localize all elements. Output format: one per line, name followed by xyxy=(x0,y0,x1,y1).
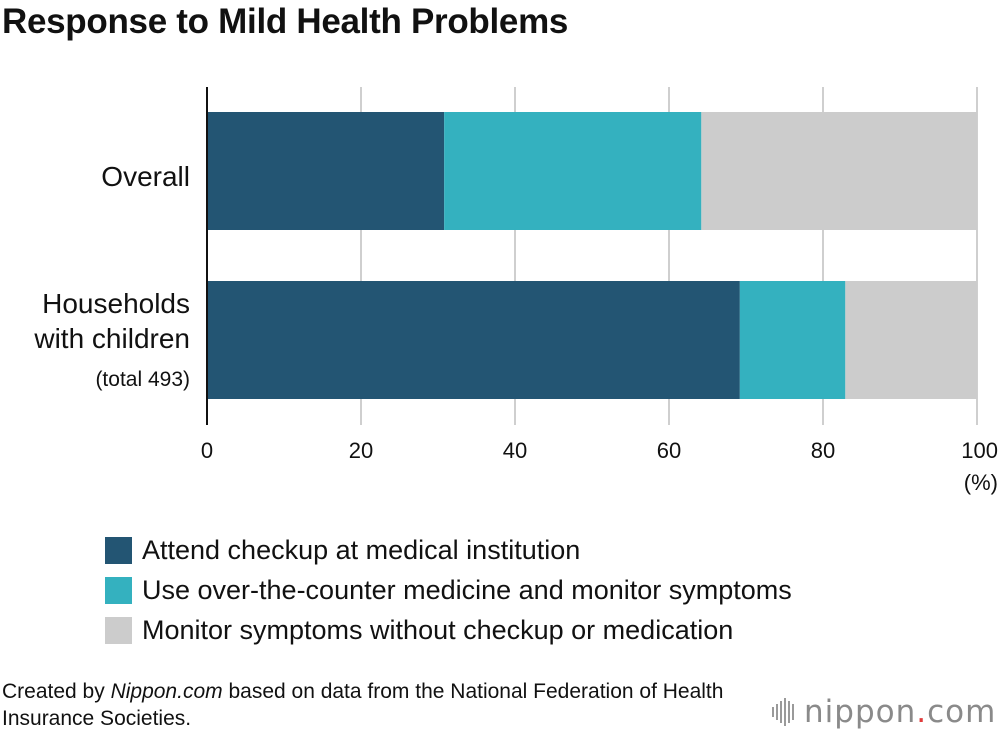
bar-0-series-2 xyxy=(701,112,977,230)
tick-label-60: 60 xyxy=(657,438,681,463)
nippon-logo: nippon.com xyxy=(772,694,996,730)
source-note: Created by Nippon.com based on data from… xyxy=(2,678,782,732)
bar-0-series-0 xyxy=(207,112,445,230)
bar-1-series-1 xyxy=(739,281,846,399)
logo-wordmark: nippon.com xyxy=(804,694,997,730)
legend-swatch-otc xyxy=(105,576,132,604)
legend-swatch-monitor xyxy=(105,616,132,644)
x-axis-unit: (%) xyxy=(964,470,998,495)
stacked-bar-chart: Overall Households with children (total 493… xyxy=(33,87,998,495)
bar-1-series-2 xyxy=(845,281,977,399)
tick-label-80: 80 xyxy=(811,438,835,463)
legend-label-monitor: Monitor symptoms without checkup or medi… xyxy=(142,614,734,645)
legend-item-monitor: Monitor symptoms without checkup or medi… xyxy=(105,610,792,650)
legend-swatch-checkup xyxy=(105,536,132,564)
category-label-households-line1: Households xyxy=(42,288,190,319)
legend-item-otc: Use over-the-counter medicine and monito… xyxy=(105,570,792,610)
category-labels: Overall Households with children (total 493… xyxy=(33,161,190,391)
tick-label-100: 100 xyxy=(961,438,998,463)
tick-label-0: 0 xyxy=(201,438,213,463)
bar-segments xyxy=(207,112,977,399)
category-label-households-line2: with children xyxy=(33,323,190,354)
legend-item-checkup: Attend checkup at medical institution xyxy=(105,530,792,570)
tick-label-40: 40 xyxy=(503,438,527,463)
tick-label-20: 20 xyxy=(349,438,373,463)
bar-0-series-1 xyxy=(444,112,702,230)
source-site: Nippon.com xyxy=(110,680,223,703)
legend-label-checkup: Attend checkup at medical institution xyxy=(142,534,581,565)
bar-1-series-0 xyxy=(207,281,740,399)
category-label-overall: Overall xyxy=(101,161,190,192)
source-prefix: Created by xyxy=(2,680,111,703)
chart-title: Response to Mild Health Problems xyxy=(2,2,569,41)
x-tick-labels: 0 20 40 60 80 100 xyxy=(201,438,998,463)
legend-label-otc: Use over-the-counter medicine and monito… xyxy=(142,574,792,605)
legend: Attend checkup at medical institution Us… xyxy=(105,530,792,650)
source-suffix: based on data from the National Federati… xyxy=(2,680,724,730)
category-note-households: (total 493) xyxy=(95,368,190,391)
logo-bars-icon xyxy=(772,698,796,726)
